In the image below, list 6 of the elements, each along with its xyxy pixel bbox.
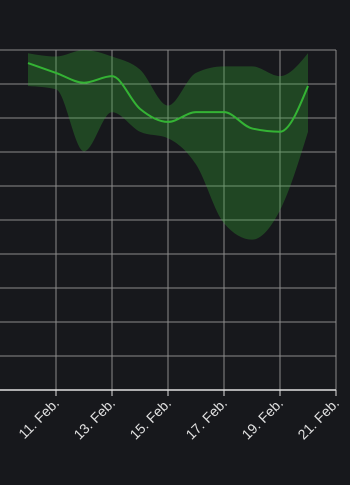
x-tick-label: 17. Feb. [182, 394, 230, 442]
x-tick-label: 21. Feb. [294, 394, 342, 442]
x-tick-label: 11. Feb. [15, 394, 62, 442]
x-tick-label: 15. Feb. [126, 394, 174, 442]
x-tick-label: 19. Feb. [238, 394, 286, 442]
x-tick-label: 13. Feb. [70, 394, 118, 442]
